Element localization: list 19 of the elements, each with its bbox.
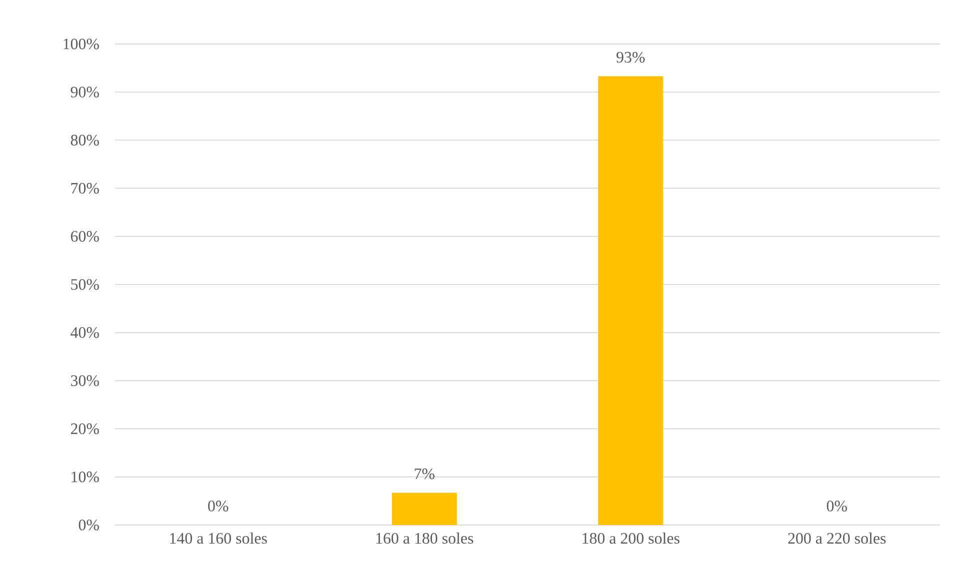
y-tick-label: 80% <box>70 134 99 146</box>
y-tick-label: 60% <box>70 230 99 242</box>
y-tick-label: 50% <box>71 279 99 290</box>
y-tick-label: 90% <box>70 86 99 98</box>
y-tick-label: 10% <box>72 471 99 482</box>
x-tick-label: 180 a 200 soles <box>582 532 680 544</box>
y-tick-label: 70% <box>71 182 99 194</box>
y-tick-label: 0% <box>78 520 99 530</box>
x-tick-label: 140 a 160 soles <box>170 532 267 544</box>
data-label: 7% <box>414 468 434 480</box>
x-tick-label: 160 a 180 soles <box>376 532 474 544</box>
y-tick-label: 40% <box>70 327 99 338</box>
data-label: 93% <box>616 52 645 63</box>
data-label: 0% <box>826 500 847 512</box>
y-tick-label: 30% <box>71 375 99 386</box>
data-label: 0% <box>208 500 228 512</box>
y-tick-label: 100% <box>64 38 99 50</box>
y-tick-label: 20% <box>70 423 99 434</box>
x-tick-label: 200 a 220 soles <box>788 532 886 544</box>
